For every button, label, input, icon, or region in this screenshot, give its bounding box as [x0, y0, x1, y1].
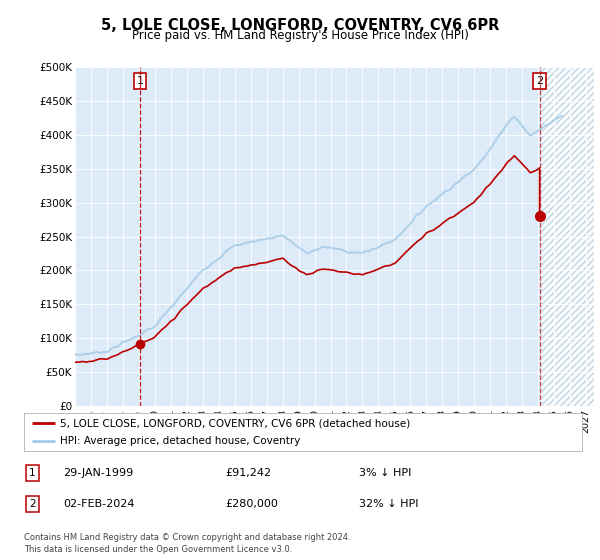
Text: 2: 2: [29, 499, 35, 508]
Text: 1: 1: [29, 468, 35, 478]
Text: 32% ↓ HPI: 32% ↓ HPI: [359, 499, 418, 508]
Text: £91,242: £91,242: [225, 468, 271, 478]
Text: 3% ↓ HPI: 3% ↓ HPI: [359, 468, 411, 478]
Text: 02-FEB-2024: 02-FEB-2024: [63, 499, 134, 508]
Text: 2: 2: [536, 76, 543, 86]
Text: 5, LOLE CLOSE, LONGFORD, COVENTRY, CV6 6PR (detached house): 5, LOLE CLOSE, LONGFORD, COVENTRY, CV6 6…: [60, 418, 410, 428]
Text: 29-JAN-1999: 29-JAN-1999: [63, 468, 133, 478]
Text: 1: 1: [137, 76, 143, 86]
Text: 5, LOLE CLOSE, LONGFORD, COVENTRY, CV6 6PR: 5, LOLE CLOSE, LONGFORD, COVENTRY, CV6 6…: [101, 18, 499, 34]
Text: Price paid vs. HM Land Registry's House Price Index (HPI): Price paid vs. HM Land Registry's House …: [131, 29, 469, 42]
Text: Contains HM Land Registry data © Crown copyright and database right 2024.
This d: Contains HM Land Registry data © Crown c…: [24, 533, 350, 554]
Text: HPI: Average price, detached house, Coventry: HPI: Average price, detached house, Cove…: [60, 436, 301, 446]
Text: £280,000: £280,000: [225, 499, 278, 508]
